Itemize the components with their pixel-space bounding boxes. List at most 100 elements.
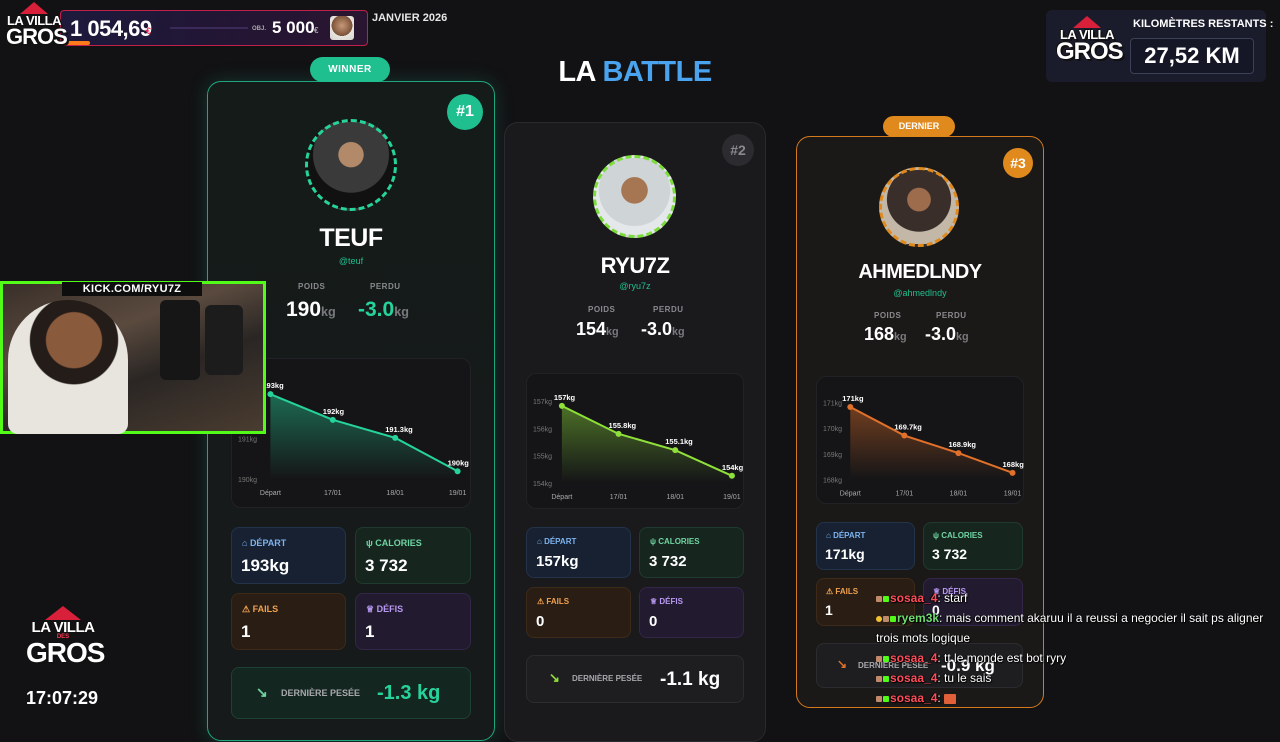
chart-area bbox=[270, 394, 458, 479]
webcam-chair bbox=[205, 305, 243, 375]
defis-tile: ♕ DÉFIS 1 bbox=[355, 593, 471, 650]
date-label: JANVIER 2026 bbox=[372, 12, 448, 24]
chart-x-tick: 19/01 bbox=[1004, 490, 1022, 497]
defis-label: ♕ DÉFIS bbox=[650, 597, 683, 606]
chart-y-tick: 170kg bbox=[823, 426, 842, 433]
chart-point bbox=[392, 434, 399, 441]
derniere-pesee-box: ↘ DERNIÈRE PESÉE -1.1 kg bbox=[526, 655, 744, 703]
chat-message: sosaa_4: bbox=[876, 688, 1268, 708]
chart-data-label: 155.1kg bbox=[665, 437, 693, 446]
perdu-label: PERDU bbox=[653, 305, 684, 314]
trend-down-icon: ↘ bbox=[256, 684, 268, 700]
calories-tile: ψ CALORIES 3 732 bbox=[639, 527, 744, 578]
goal-amount: 5 000 bbox=[272, 18, 315, 37]
chart-point bbox=[454, 468, 461, 475]
user-badge-icon bbox=[883, 615, 889, 622]
chart-data-label: 168.9kg bbox=[948, 440, 976, 449]
poids-label: POIDS bbox=[588, 305, 616, 314]
fails-value: 1 bbox=[825, 602, 833, 618]
webcam-chair bbox=[160, 300, 200, 380]
donation-progress bbox=[60, 41, 90, 45]
chart-y-tick: 157kg bbox=[533, 399, 552, 406]
depart-value: 171kg bbox=[825, 546, 865, 562]
chart-data-label: 155.8kg bbox=[609, 421, 637, 430]
scale-icon: ⌂ bbox=[537, 537, 545, 546]
trend-down-icon: ↘ bbox=[837, 657, 848, 671]
fails-tile: ⚠ FAILS 1 bbox=[231, 593, 346, 650]
chart-data-label: 171kg bbox=[842, 394, 864, 403]
derniere-pesee-value: -0.9 kg bbox=[941, 656, 995, 675]
weight-chart-3: 171kg 170kg 169kg 168kg 171kg Départ 169.7kg 17… bbox=[816, 376, 1024, 504]
goal-prefix: OBJ. bbox=[252, 26, 267, 32]
derniere-pesee-label: DERNIÈRE PESÉE bbox=[572, 674, 643, 683]
calories-value: 3 732 bbox=[365, 556, 408, 575]
calories-value: 3 732 bbox=[932, 546, 968, 562]
defis-value: 1 bbox=[365, 622, 375, 641]
player-name: TEUF bbox=[319, 224, 383, 252]
chart-svg: 157kg 156kg 155kg 154kg 157kg Départ 155.8kg 17… bbox=[533, 393, 744, 501]
house-roof-icon bbox=[20, 2, 48, 14]
chat-message: sosaa_4: starf bbox=[876, 588, 1268, 608]
chart-x-tick: 19/01 bbox=[723, 494, 741, 501]
defis-value: 0 bbox=[649, 613, 658, 630]
rank-badge-2: #2 bbox=[722, 134, 754, 166]
webcam-channel-label: KICK.COM/RYU7Z bbox=[62, 282, 202, 296]
warning-icon: ⚠ bbox=[537, 597, 547, 606]
fails-label: ⚠ FAILS bbox=[537, 597, 570, 606]
chart-point bbox=[901, 432, 908, 439]
weight-chart-2: 157kg 156kg 155kg 154kg 157kg Départ 155.8kg 17… bbox=[526, 373, 744, 509]
chart-y-tick: 191kg bbox=[238, 437, 257, 444]
fork-knife-icon: ψ bbox=[366, 538, 376, 548]
house-roof-icon bbox=[1073, 16, 1101, 28]
chart-data-label: 169.7kg bbox=[894, 423, 922, 432]
poids-label: POIDS bbox=[298, 282, 326, 291]
trophy-icon: ♕ bbox=[650, 597, 660, 606]
km-label: KILOMÈTRES RESTANTS : bbox=[1133, 18, 1274, 30]
km-value: 27,52 KM bbox=[1144, 43, 1240, 68]
sub-badge-icon bbox=[883, 655, 889, 662]
fails-label: ⚠ FAILS bbox=[826, 587, 859, 596]
scale-icon: ⌂ bbox=[826, 531, 834, 540]
chart-data-label: 154kg bbox=[722, 463, 744, 472]
calories-label: ψ CALORIES bbox=[933, 531, 983, 540]
chart-point bbox=[1009, 469, 1016, 476]
calories-label: ψ CALORIES bbox=[650, 537, 700, 546]
perdu-value: -3.0kg bbox=[925, 324, 969, 344]
chart-y-tick: 190kg bbox=[238, 477, 257, 484]
chart-data-label: 157kg bbox=[554, 393, 576, 402]
player-name: AHMEDLNDY bbox=[858, 261, 982, 283]
chart-area bbox=[850, 406, 1013, 480]
defis-tile: ♕ DÉFIS 0 bbox=[639, 587, 744, 638]
derniere-pesee-label: DERNIÈRE PESÉE bbox=[858, 661, 929, 670]
depart-label: ⌂ DÉPART bbox=[826, 531, 866, 540]
chart-data-label: 191.3kg bbox=[385, 425, 413, 434]
chart-y-tick: 169kg bbox=[823, 452, 842, 459]
coin-badge-icon bbox=[876, 615, 882, 622]
trophy-icon: ♕ bbox=[366, 604, 377, 614]
avatar-ryu7z bbox=[593, 155, 676, 238]
calories-tile: ψ CALORIES 3 732 bbox=[355, 527, 471, 584]
player-handle: @ryu7z bbox=[619, 281, 651, 291]
depart-tile: ⌂ DÉPART 157kg bbox=[526, 527, 631, 578]
km-value-box bbox=[1130, 38, 1254, 74]
trophy-icon: ♕ bbox=[933, 587, 943, 596]
fails-value: 1 bbox=[241, 622, 251, 641]
player-handle: @teuf bbox=[338, 256, 364, 266]
perdu-value: -3.0kg bbox=[641, 319, 685, 339]
page-title: LA BATTLE bbox=[558, 56, 712, 88]
user-badge-icon bbox=[876, 695, 882, 702]
avatar-ahmedlndy bbox=[879, 167, 959, 247]
depart-value: 193kg bbox=[241, 556, 290, 575]
chart-y-tick: 155kg bbox=[533, 454, 552, 461]
donation-amount: 1 054,69 bbox=[70, 16, 152, 41]
villa-logo-top: LA VILLA GROS bbox=[6, 2, 68, 47]
trend-down-icon: ↘ bbox=[549, 670, 560, 685]
chart-x-tick: 18/01 bbox=[666, 494, 684, 501]
chart-x-tick: 17/01 bbox=[896, 490, 914, 497]
winner-badge: WINNER bbox=[310, 57, 390, 82]
goal-currency: € bbox=[314, 26, 319, 35]
chart-area bbox=[561, 405, 732, 483]
fork-knife-icon: ψ bbox=[650, 537, 659, 546]
chart-data-label: 168kg bbox=[1003, 460, 1025, 469]
villa-logo-km: LA VILLA GROS bbox=[1056, 16, 1124, 63]
